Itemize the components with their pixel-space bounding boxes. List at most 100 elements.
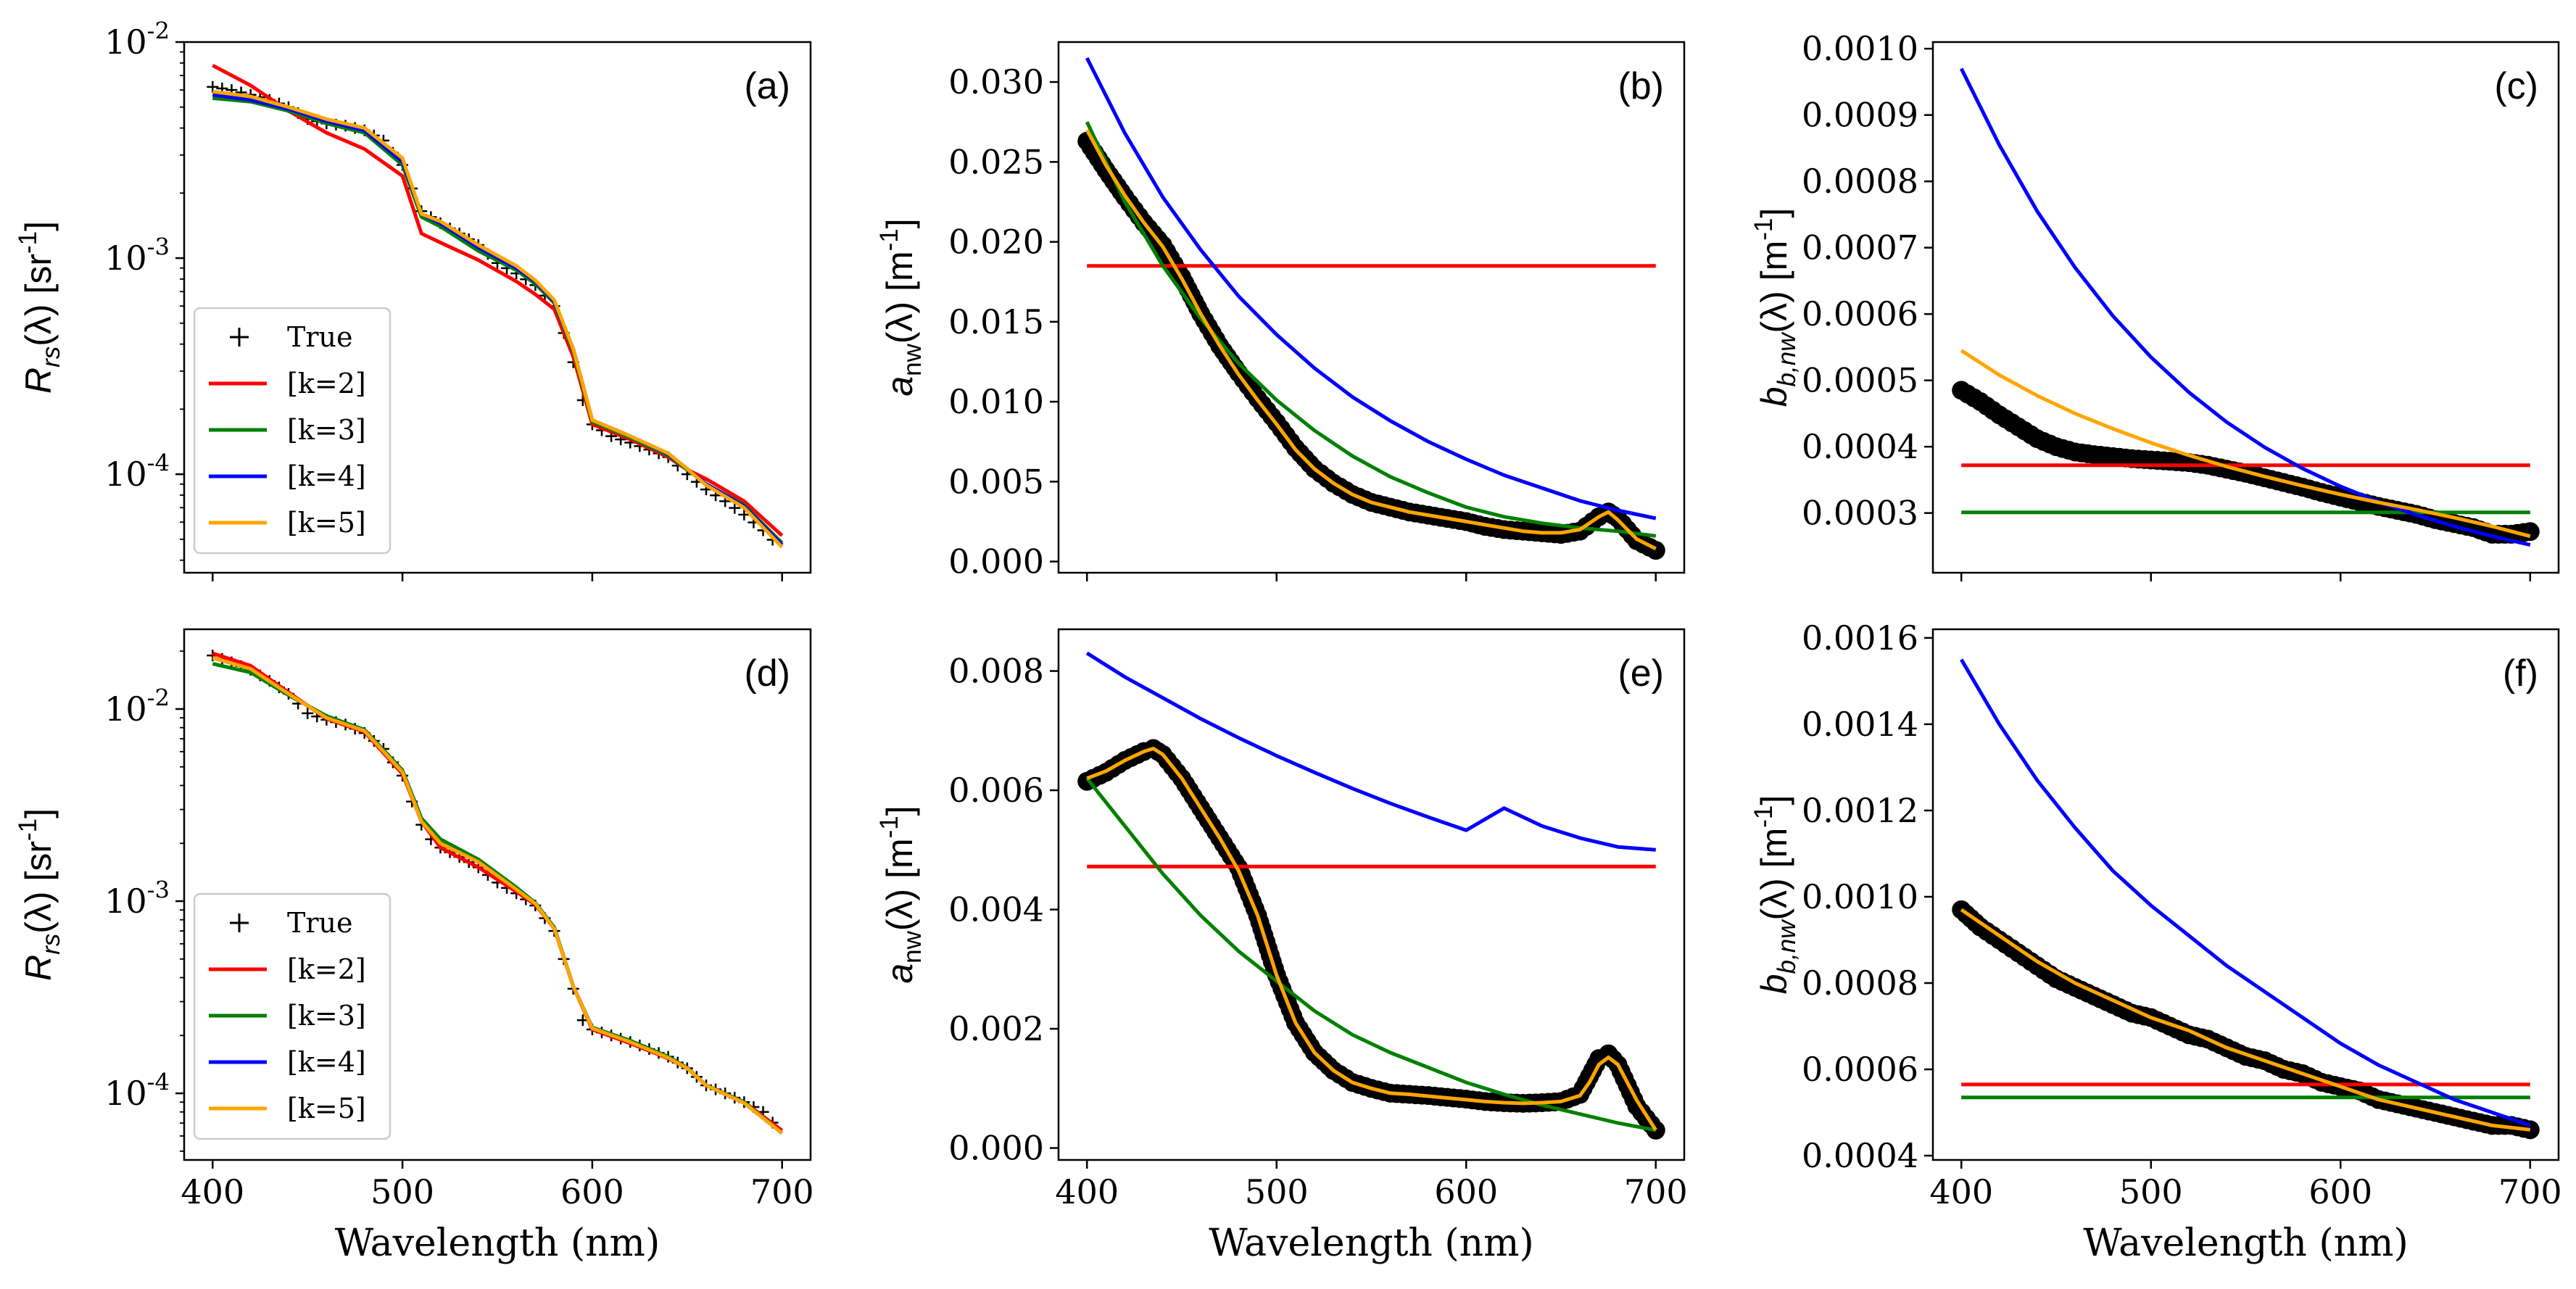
x-axis-label: Wavelength (nm) — [2083, 1222, 2409, 1265]
series-true — [1077, 739, 1665, 1140]
plot-area — [207, 63, 784, 549]
ylabel-0: Rrs(λ) [sr-1] — [14, 221, 65, 394]
ylabel-3: Rrs(λ) [sr-1] — [14, 808, 65, 981]
axes-frame — [1931, 628, 2560, 1161]
legend-marker — [230, 328, 249, 347]
y-tick-label: 0.0005 — [1802, 361, 1918, 400]
data-point — [207, 80, 219, 93]
panel-label: (b) — [1618, 65, 1664, 107]
series-k-5 — [1086, 747, 1657, 1132]
y-tick-label: 0.010 — [948, 382, 1044, 421]
y-tick-label: 10-4 — [104, 1068, 170, 1113]
axes-frame — [1057, 628, 1686, 1161]
legend-label: True — [287, 321, 352, 353]
y-tick-label: 0.0014 — [1802, 705, 1918, 744]
panel-label: (f) — [2503, 652, 2538, 695]
data-point — [738, 508, 750, 521]
panel-a: 10-2 10-3 10-4 Rrs(λ) [sr-1] (a) True [k=2] [k=… — [14, 17, 812, 581]
panel-label: (a) — [744, 65, 790, 107]
plot-area — [1077, 57, 1665, 560]
x-tick-label: 400 — [1055, 1172, 1119, 1211]
legend: True [k=2] [k=3] [k=4] [k=5] — [193, 307, 392, 555]
axes-frame — [183, 41, 812, 574]
plot-area — [1952, 658, 2540, 1140]
y-tick-label: 0.0004 — [1802, 427, 1918, 466]
y-tick-label: 0.0006 — [1802, 294, 1918, 333]
data-point — [302, 707, 314, 719]
panel-f: 400 500 600 700 Wavelength (nm) 0.0004 0.0006 0… — [1749, 618, 2562, 1265]
y-tick-label: 0.015 — [948, 302, 1044, 341]
series-k-5 — [1960, 908, 2531, 1132]
x-tick-label: 500 — [370, 1172, 434, 1211]
series-true — [1952, 900, 2540, 1140]
series-k-5 — [1085, 129, 1657, 551]
y-tick-label: 0.0003 — [1802, 494, 1918, 533]
y-tick-label: 10-4 — [104, 449, 170, 494]
y-tick-label: 0.005 — [948, 462, 1044, 501]
x-tick-label: 400 — [1929, 1172, 1993, 1211]
panel-label: (c) — [2494, 65, 2538, 107]
data-point — [2520, 522, 2540, 542]
x-tick-label: 600 — [1434, 1172, 1498, 1211]
series-true — [1077, 131, 1665, 560]
legend-box — [193, 307, 392, 555]
y-tick-label: 0.002 — [948, 1009, 1044, 1048]
x-tick-label: 500 — [1245, 1172, 1309, 1211]
series-k-4 — [1960, 658, 2531, 1127]
ylabel-5: bb,nw(λ) [m-1] — [1749, 795, 1801, 995]
axes-frame — [183, 628, 812, 1161]
series-k-4 — [1085, 651, 1656, 852]
x-tick-label: 500 — [2119, 1172, 2183, 1211]
y-tick-label: 0.020 — [948, 223, 1044, 262]
ylabel-1: anw(λ) [m-1] — [875, 218, 927, 396]
plot-area — [1952, 67, 2540, 547]
y-tick-label: 10-3 — [104, 233, 170, 278]
y-tick-label: 0.0004 — [1802, 1136, 1918, 1175]
y-tick-label: 0.0008 — [1802, 162, 1918, 201]
series-true — [1952, 381, 2540, 544]
y-tick-label: 0.0009 — [1802, 96, 1918, 135]
legend-label: [k=3] — [287, 414, 366, 446]
y-tick-label: 0.030 — [948, 62, 1044, 101]
y-tick-label: 0.025 — [948, 142, 1044, 181]
legend-label: [k=3] — [287, 1000, 366, 1032]
x-axis-label: Wavelength (nm) — [335, 1222, 660, 1265]
legend-label: [k=5] — [287, 507, 366, 539]
panel-label: (d) — [744, 652, 790, 695]
series-k-3 — [1085, 121, 1657, 538]
legend-box — [193, 892, 392, 1140]
series-k-5 — [212, 89, 784, 549]
y-tick-label: 0.0012 — [1802, 791, 1918, 830]
legend: True [k=2] [k=3] [k=4] [k=5] — [193, 892, 392, 1140]
series-k-3 — [1085, 777, 1657, 1132]
plot-area — [1077, 651, 1665, 1140]
legend-label: [k=2] — [287, 368, 366, 399]
x-tick-label: 700 — [2498, 1172, 2562, 1211]
y-tick-label: 10-3 — [104, 876, 170, 921]
y-tick-label: 10-2 — [104, 684, 170, 729]
x-tick-label: 400 — [181, 1172, 244, 1211]
panel-e: 400 500 600 700 Wavelength (nm) 0.000 0.002 0.0… — [875, 628, 1688, 1265]
y-tick-label: 0.0016 — [1802, 618, 1918, 658]
panel-b: 0.000 0.005 0.010 0.015 0.020 0.025 0.030 anw(λ… — [875, 41, 1686, 581]
y-tick-label: 0.000 — [948, 1129, 1044, 1168]
y-tick-label: 0.0007 — [1802, 228, 1918, 268]
legend-marker — [230, 913, 249, 932]
plot-area — [207, 650, 784, 1135]
y-tick-label: 0.0010 — [1802, 29, 1918, 68]
y-tick-label: 0.0008 — [1802, 963, 1918, 1003]
y-tick-label: 10-2 — [104, 17, 170, 62]
y-tick-label: 0.006 — [948, 771, 1044, 810]
panel-d: 400 500 600 700 Wavelength (nm) 10-2 10-3 10-4 R… — [14, 628, 814, 1265]
y-tick-label: 0.0006 — [1802, 1050, 1918, 1089]
x-tick-label: 700 — [750, 1172, 814, 1211]
series-k-4 — [1959, 67, 2531, 547]
y-tick-label: 0.000 — [948, 542, 1044, 581]
legend-label: [k=5] — [287, 1093, 366, 1124]
x-tick-label: 700 — [1624, 1172, 1688, 1211]
legend-label: [k=4] — [287, 1046, 366, 1078]
series-k-5 — [212, 655, 784, 1135]
x-axis-label: Wavelength (nm) — [1209, 1222, 1534, 1265]
y-tick-label: 0.0010 — [1802, 877, 1918, 916]
